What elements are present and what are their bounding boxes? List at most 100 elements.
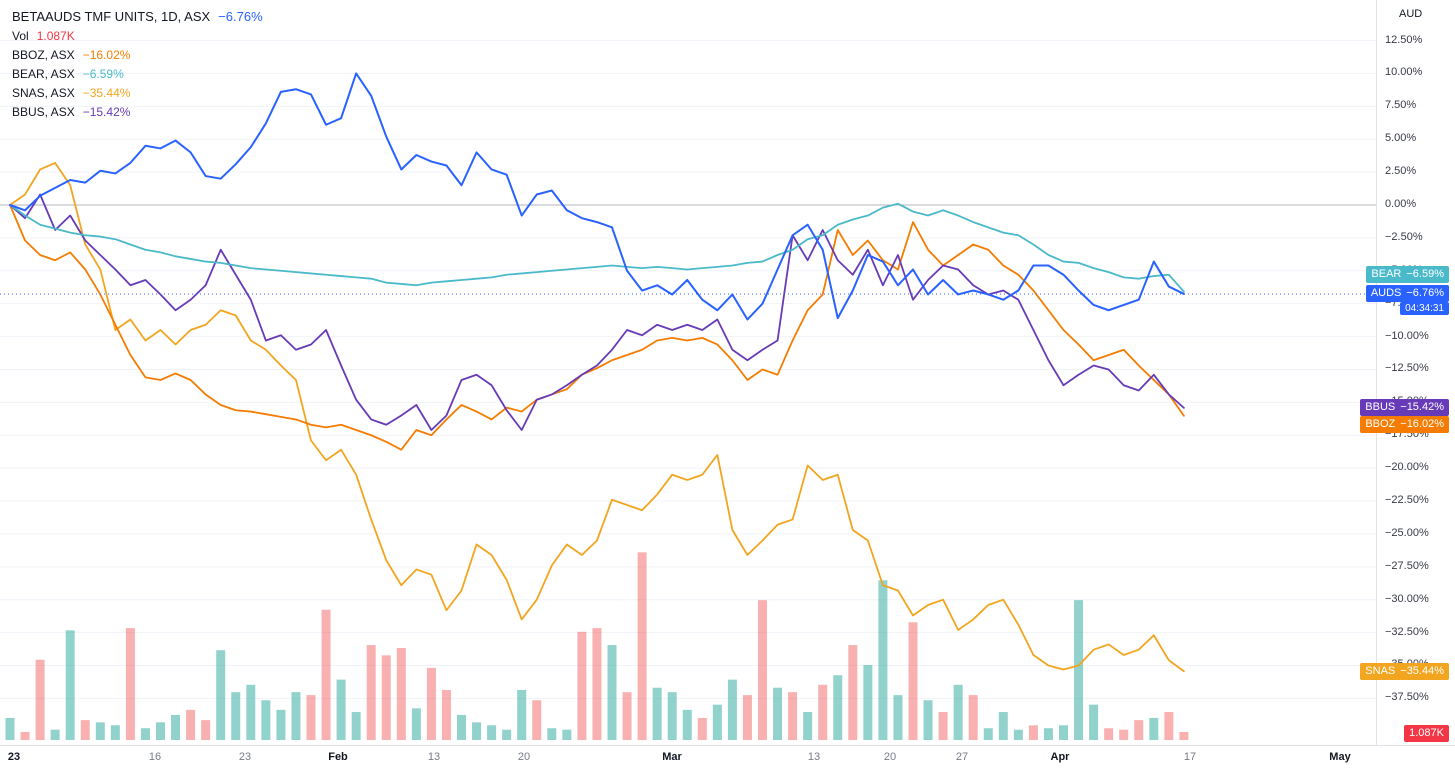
compare-legend-BEAR[interactable]: BEAR, ASX −6.59% [12, 64, 263, 83]
volume-bar [803, 712, 813, 740]
volume-bar [216, 650, 226, 740]
y-tick-label: 12.50% [1385, 33, 1423, 46]
volume-bar [953, 684, 963, 740]
volume-bar [1104, 728, 1114, 740]
volume-bar [1149, 717, 1159, 740]
volume-bar [923, 700, 933, 740]
series-line-BBOZ[interactable] [9, 204, 1185, 451]
volume-bar [833, 675, 843, 740]
volume-bar [667, 692, 677, 740]
y-tick-label: 7.50% [1385, 99, 1417, 112]
compare-change: −16.02% [82, 47, 131, 62]
x-tick-label: Feb [328, 751, 348, 763]
volume-bar [35, 659, 45, 740]
volume-bar [577, 631, 587, 740]
volume-bar [622, 692, 632, 740]
volume-bar [426, 667, 436, 740]
volume-bar [607, 645, 617, 740]
volume-bar [20, 731, 30, 740]
volume-bar [276, 709, 286, 740]
volume-bar [1074, 600, 1084, 740]
compare-change: −6.59% [82, 66, 124, 81]
legend: BETAAUDS TMF UNITS, 1D, ASX −6.76% Vol 1… [12, 7, 263, 121]
volume-bar [171, 714, 181, 740]
compare-change: −15.42% [82, 104, 131, 119]
volume-bar [1028, 725, 1038, 740]
symbol-title: BETAAUDS TMF UNITS, 1D, ASX [12, 9, 211, 24]
x-tick-label: 13 [427, 751, 441, 763]
x-tick-label: 17 [1183, 751, 1197, 763]
y-tick-label: 5.00% [1385, 132, 1417, 145]
volume-bar [366, 645, 376, 740]
volume-bar [818, 684, 828, 740]
main-series-legend[interactable]: BETAAUDS TMF UNITS, 1D, ASX −6.76% [12, 7, 263, 26]
volume-bar [441, 689, 451, 740]
y-tick-label: −7.50% [1385, 296, 1423, 309]
volume-bar [246, 684, 256, 740]
volume-bar [186, 709, 196, 740]
volume-bar [727, 679, 737, 740]
price-scale[interactable]: AUD 12.50% 10.00% 7.50% 5.00% 2.50% 0.00% −2.5… [1376, 0, 1455, 745]
volume-bar [517, 689, 527, 740]
volume-bar [938, 712, 948, 740]
compare-legend-SNAS[interactable]: SNAS, ASX −35.44% [12, 83, 263, 102]
series-line-SNAS[interactable] [9, 161, 1185, 673]
volume-bar [1059, 725, 1068, 740]
x-tick-label: May [1329, 751, 1351, 763]
time-scale[interactable]: 23 16 23 Feb 13 20 Mar 13 20 27 Apr 17 May [0, 745, 1455, 770]
volume-bar [637, 552, 647, 740]
volume-bar [110, 725, 120, 740]
volume-bar [788, 692, 798, 740]
volume-bar [396, 648, 406, 740]
y-tick-label: −5.00% [1385, 263, 1423, 276]
volume-bar [5, 717, 15, 740]
volume-bar [758, 600, 767, 740]
series-line-BBUS[interactable] [9, 193, 1185, 431]
volume-bar [156, 722, 165, 740]
volume-bar [893, 695, 903, 740]
compare-symbol: BBUS, ASX [12, 104, 75, 119]
y-tick-label: −27.50% [1385, 559, 1429, 572]
y-tick-label: −32.50% [1385, 625, 1429, 638]
volume-bar [1164, 712, 1174, 740]
x-tick-label: Apr [1050, 751, 1070, 763]
x-tick-label: 23 [238, 751, 252, 763]
volume-bar [848, 645, 858, 740]
volume-bar [472, 722, 482, 740]
y-tick-label: −22.50% [1385, 494, 1429, 507]
series-line-AUDS[interactable] [9, 72, 1185, 321]
y-tick-label: 10.00% [1385, 66, 1423, 79]
volume-bar [411, 708, 421, 740]
volume-bar [201, 720, 211, 740]
y-tick-label: −10.00% [1385, 329, 1429, 342]
y-tick-label: 2.50% [1385, 165, 1417, 178]
x-tick-label: 20 [883, 751, 897, 763]
volume-bar [1119, 729, 1129, 740]
volume-bar [1179, 731, 1189, 740]
volume-bar [592, 628, 602, 740]
price-scale-currency: AUD [1399, 8, 1423, 20]
vol-label: Vol [12, 28, 29, 43]
x-tick-label: 23 [7, 751, 21, 763]
volume-bar [291, 692, 301, 740]
volume-bar [487, 725, 497, 740]
volume-bar [863, 664, 873, 740]
y-tick-label: −20.00% [1385, 461, 1429, 474]
volume-bar [998, 712, 1008, 740]
vol-value: 1.087K [36, 28, 75, 43]
x-tick-label: 20 [517, 751, 531, 763]
volume-bar [231, 692, 241, 740]
x-tick-label: 13 [807, 751, 821, 763]
y-tick-label: −30.00% [1385, 592, 1429, 605]
compare-legend-BBOZ[interactable]: BBOZ, ASX −16.02% [12, 45, 263, 64]
series-line-BEAR[interactable] [9, 202, 1185, 293]
y-tick-label: −17.50% [1385, 428, 1429, 441]
volume-bar [652, 687, 662, 740]
volume-bar [968, 695, 978, 740]
volume-legend[interactable]: Vol 1.087K [12, 26, 263, 45]
compare-legend-BBUS[interactable]: BBUS, ASX −15.42% [12, 102, 263, 121]
volume-bar [80, 720, 90, 740]
volume-bar [712, 704, 722, 740]
